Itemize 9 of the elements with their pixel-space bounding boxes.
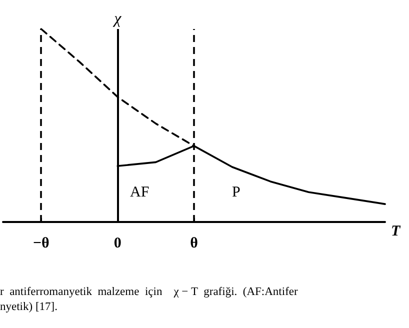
annotation: AF [130,184,150,200]
x-tick-label: θ [190,236,198,252]
x-tick-label: −θ [33,236,50,252]
x-axis-title: T [391,224,401,240]
ref-line-label: χ [112,10,122,28]
x-tick-label: 0 [114,236,122,252]
annotation: P [232,184,240,200]
text: r antiferromanyetik malzeme için χ − T grafiği. (AF:Antifer [0,286,298,298]
text: nyetik) [17]. [0,301,58,313]
